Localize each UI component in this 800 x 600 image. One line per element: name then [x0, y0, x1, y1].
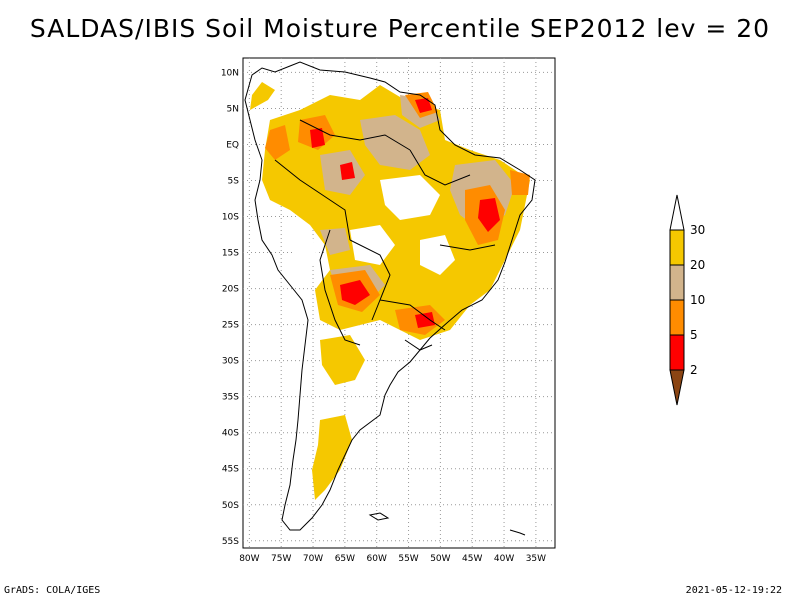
color-legend: 30 20 10 5 2	[669, 194, 705, 406]
legend-swatch	[669, 334, 685, 371]
legend-swatch	[669, 229, 685, 266]
border-7	[379, 299, 446, 331]
region-gap-4	[290, 235, 318, 268]
region-red-4	[415, 312, 435, 328]
lon-label: 60W	[367, 554, 387, 564]
border-3	[349, 239, 391, 321]
region-red-1	[340, 280, 370, 305]
border-8	[404, 339, 433, 351]
border-6	[439, 244, 496, 251]
lon-label: 65W	[335, 554, 355, 564]
coastline	[244, 61, 536, 536]
lat-label: 40S	[222, 429, 239, 439]
lon-label: 40W	[494, 554, 514, 564]
region-orange-7	[510, 170, 530, 195]
legend-label: 30	[690, 223, 705, 237]
region-gap-1	[380, 175, 440, 220]
footer-credit: GrADS: COLA/IGES	[4, 585, 101, 596]
region-south-yellow	[320, 335, 365, 385]
region-gap-2	[350, 225, 395, 265]
legend-swatch	[669, 299, 685, 336]
legend-arrow-top	[669, 194, 685, 231]
lat-label: 10N	[221, 68, 239, 78]
latitude-labels: 10N 5N EQ 5S 10S 15S 20S 25S 30S 35S 40S 45S 50S 55S	[221, 68, 239, 546]
region-red-5	[415, 98, 432, 113]
lat-label: 50S	[222, 501, 239, 511]
lon-label: 45W	[462, 554, 482, 564]
footer-timestamp: 2021-05-12-19:22	[685, 585, 782, 596]
region-red-3	[310, 128, 325, 148]
lat-label: 30S	[222, 357, 239, 367]
border-2	[274, 159, 351, 241]
lat-label: 35S	[222, 393, 239, 403]
falkland-islands	[368, 512, 390, 521]
lat-label: 55S	[222, 537, 239, 547]
lat-label: 15S	[222, 249, 239, 259]
border-4	[319, 229, 361, 346]
south-america-outline	[244, 61, 536, 531]
region-red-6	[340, 162, 355, 180]
lat-label: 5N	[227, 104, 239, 114]
lat-label: 20S	[222, 285, 239, 295]
lon-label: 55W	[398, 554, 418, 564]
region-tan-4	[320, 228, 350, 255]
border-5	[409, 149, 471, 186]
south-georgia	[509, 529, 526, 536]
lat-label: EQ	[226, 140, 239, 150]
longitude-labels: 80W 75W 70W 65W 60W 55W 50W 45W 40W 35W	[239, 554, 546, 564]
lon-label: 75W	[271, 554, 291, 564]
lat-label: 25S	[222, 321, 239, 331]
region-orange-2	[265, 125, 290, 160]
legend-label: 10	[690, 293, 705, 307]
legend-label: 2	[690, 363, 698, 377]
region-patagonia-yellow	[312, 415, 352, 500]
region-tan-1	[360, 115, 430, 170]
region-gap-3	[420, 235, 455, 275]
lon-label: 35W	[526, 554, 546, 564]
lat-label: 45S	[222, 465, 239, 475]
lon-label: 50W	[430, 554, 450, 564]
lon-label: 70W	[303, 554, 323, 564]
legend-swatch	[669, 264, 685, 301]
legend-label: 20	[690, 258, 705, 272]
legend-arrow-bottom	[669, 369, 685, 406]
region-northwest-yellow	[250, 82, 275, 110]
lat-label: 5S	[228, 177, 240, 187]
border-1	[299, 119, 411, 151]
region-red-2	[478, 198, 500, 232]
lat-label: 10S	[222, 213, 239, 223]
chart-title: SALDAS/IBIS Soil Moisture Percentile SEP…	[29, 14, 771, 43]
legend-label: 5	[690, 328, 698, 342]
lon-label: 80W	[239, 554, 259, 564]
